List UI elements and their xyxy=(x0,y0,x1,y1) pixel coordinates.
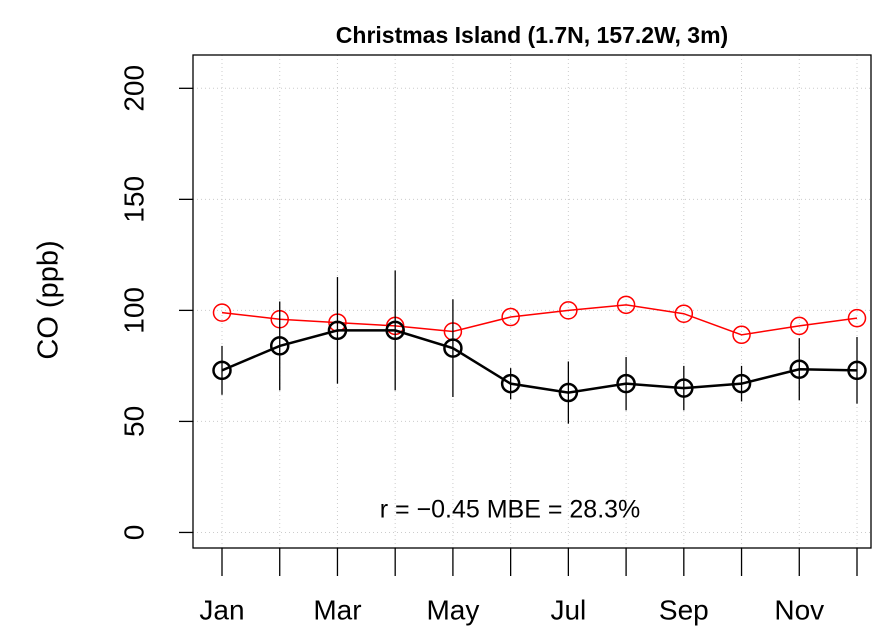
point xyxy=(501,307,520,327)
point xyxy=(732,325,751,345)
point xyxy=(327,320,348,341)
annotation: r = −0.45 MBE = 28.3% xyxy=(380,496,641,524)
point xyxy=(212,360,232,381)
series-line xyxy=(221,329,858,394)
point xyxy=(847,360,867,381)
y-tick-label: 100 xyxy=(118,287,149,334)
point xyxy=(731,373,752,394)
point xyxy=(616,373,636,394)
y-tick-label: 150 xyxy=(118,176,149,223)
x-tick-label: Jul xyxy=(550,594,586,625)
point xyxy=(385,320,405,341)
point xyxy=(212,303,232,322)
x-tick-label: Nov xyxy=(774,594,824,625)
x-tick-label: Mar xyxy=(313,594,361,625)
point xyxy=(269,336,290,356)
point xyxy=(443,338,463,358)
point xyxy=(674,304,694,323)
x-tick-label: Sep xyxy=(659,594,709,625)
point xyxy=(559,301,578,320)
plot-frame xyxy=(192,54,872,549)
y-tick-label: 0 xyxy=(118,525,149,541)
x-tick-label: Jan xyxy=(199,594,244,625)
point xyxy=(789,359,810,379)
point xyxy=(500,373,521,394)
y-tick-label: 50 xyxy=(118,406,149,437)
x-tick-label: May xyxy=(426,594,479,625)
point xyxy=(616,295,636,315)
point xyxy=(674,378,694,398)
y-tick-label: 200 xyxy=(118,65,149,112)
point xyxy=(790,316,809,336)
point xyxy=(558,382,579,403)
chart-title: Christmas Island (1.7N, 157.2W, 3m) xyxy=(336,22,728,48)
y-axis-label: CO (ppb) xyxy=(33,240,65,359)
point xyxy=(847,308,867,328)
series-line xyxy=(221,304,858,336)
